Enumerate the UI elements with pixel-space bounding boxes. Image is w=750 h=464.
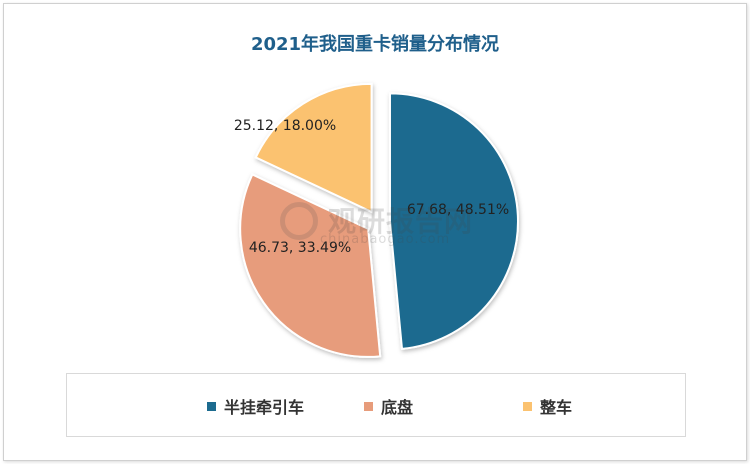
legend-item-chassis: 底盘 bbox=[364, 396, 414, 417]
watermark-url: chinabaogao.com bbox=[320, 232, 451, 247]
legend-label: 整车 bbox=[540, 398, 573, 417]
data-label: 46.73, 33.49% bbox=[249, 240, 351, 256]
slice-chassis bbox=[239, 173, 382, 358]
legend-label: 半挂牵引车 bbox=[224, 398, 305, 417]
watermark: 观研报告网 chinabaogao.com bbox=[280, 200, 480, 250]
data-label: 67.68, 48.51% bbox=[407, 202, 509, 218]
watermark-text: 观研报告网 bbox=[328, 205, 474, 238]
legend-item-semi-trailer-tractor: 半挂牵引车 bbox=[207, 396, 305, 417]
watermark-logo-icon bbox=[280, 202, 318, 240]
legend-label: 底盘 bbox=[381, 398, 414, 417]
legend-swatch bbox=[207, 401, 216, 411]
legend-swatch bbox=[523, 401, 532, 411]
chart-title: 2021年我国重卡销量分布情况 bbox=[250, 34, 500, 55]
slice-complete-vehicle bbox=[254, 82, 373, 214]
slice-semi-trailer-tractor bbox=[388, 92, 519, 350]
legend-item-complete-vehicle: 整车 bbox=[523, 396, 573, 417]
data-label: 25.12, 18.00% bbox=[234, 118, 336, 134]
legend-swatch bbox=[364, 401, 373, 411]
legend: 半挂牵引车 底盘 整车 bbox=[66, 373, 686, 437]
